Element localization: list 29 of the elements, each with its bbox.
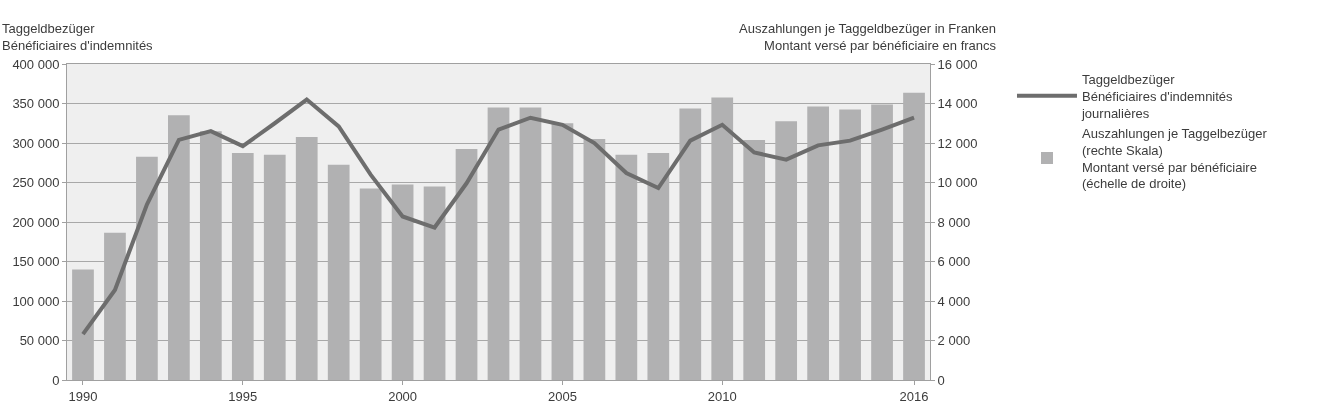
x-tick-label: 2010 — [707, 388, 737, 404]
x-tick-label: 1990 — [68, 388, 98, 404]
line-series — [80, 97, 917, 337]
y2-tick-label: 6 000 — [937, 254, 971, 270]
y-tick-label: 400 000 — [12, 56, 60, 72]
y2-tick-label: 4 000 — [937, 293, 971, 309]
x-tick-label: 1995 — [228, 388, 258, 404]
legend-label: Taggeldbezüger Bénéficiaires d'indemnités journalières — [1080, 72, 1234, 121]
y2-tick-label: 2 000 — [937, 333, 971, 349]
y-tick-label: 250 000 — [12, 175, 60, 191]
y2-axis-title: Auszahlungen je Taggeldbezüger in Franken Montant versé par bénéficiaire en francs — [739, 21, 997, 53]
y-tick-label: 200 000 — [12, 214, 60, 230]
y2-tick-label: 16 000 — [937, 56, 978, 72]
x-tick-label: 2005 — [547, 388, 577, 404]
x-tick-label: 2000 — [388, 388, 418, 404]
y-tick-label: 350 000 — [12, 96, 60, 112]
y2-tick-label: 12 000 — [937, 135, 978, 151]
y-tick-label: 300 000 — [12, 135, 60, 151]
y2-tick-label: 0 — [937, 372, 945, 388]
y2-tick-label: 14 000 — [937, 96, 978, 112]
y2-tick-label: 8 000 — [937, 214, 971, 230]
legend-label: Auszahlungen je Taggelbezüger (rechte Skala) Montant versé par bénéficiaire (échelle de droite) — [1081, 125, 1268, 192]
y-axis-title: Taggeldbezüger Bénéficiaires d'indemnités — [2, 21, 154, 53]
y2-tick-label: 10 000 — [937, 175, 978, 191]
x-tick-label: 2016 — [899, 388, 929, 404]
y-tick-label: 50 000 — [19, 333, 60, 349]
y-tick-label: 100 000 — [12, 293, 60, 309]
y-tick-label: 0 — [52, 372, 60, 388]
y-tick-label: 150 000 — [12, 254, 60, 270]
